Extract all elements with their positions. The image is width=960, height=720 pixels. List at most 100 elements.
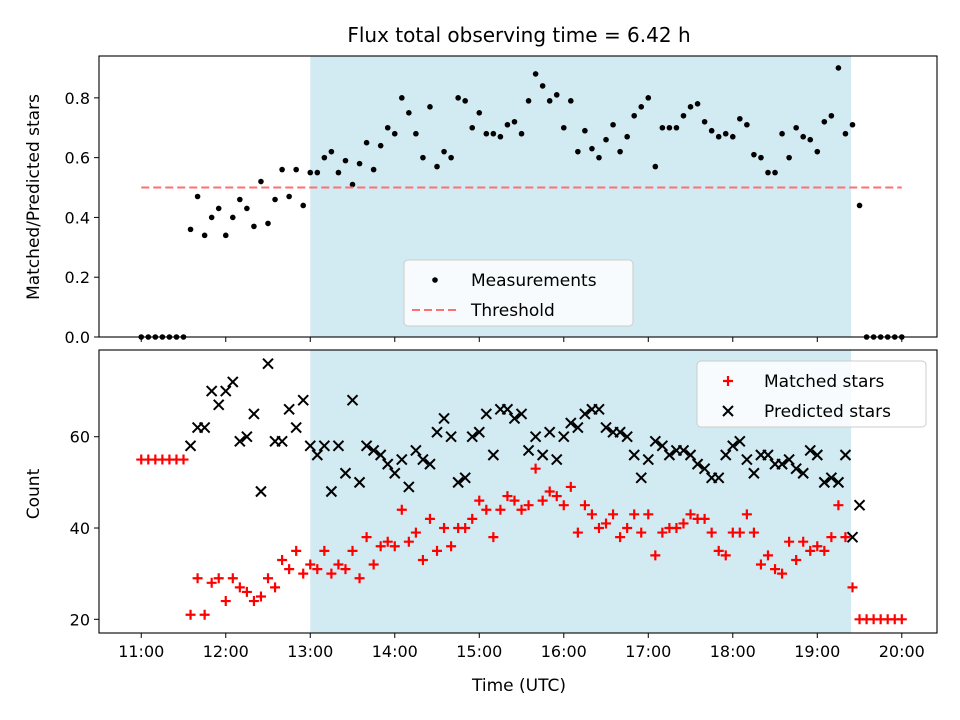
- y-tick-label: 0.4: [65, 208, 90, 227]
- measurements-point: [751, 151, 757, 158]
- measurements-point: [856, 202, 863, 209]
- matched-stars-point: [713, 545, 724, 556]
- measurements-point: [729, 133, 736, 140]
- measurements-point: [694, 101, 701, 107]
- matched-stars-point: [516, 504, 527, 515]
- measurements-point: [687, 104, 694, 110]
- matched-stars-point: [446, 541, 457, 552]
- legend-label: Measurements: [471, 271, 597, 291]
- matched-stars-point: [622, 523, 633, 534]
- predicted-stars-point: [783, 453, 795, 466]
- measurements-point: [370, 166, 377, 173]
- matched-stars-point: [347, 545, 358, 556]
- matched-stars-point: [424, 513, 435, 524]
- matched-stars-point: [375, 541, 386, 552]
- predicted-stars-point: [403, 481, 415, 493]
- measurements-point: [610, 121, 616, 128]
- measurements-point: [455, 95, 461, 101]
- predicted-stars-point: [311, 449, 324, 461]
- measurements-point: [842, 130, 849, 137]
- predicted-stars-point: [741, 453, 753, 466]
- matched-stars-point: [558, 500, 569, 511]
- predicted-stars-point: [558, 431, 570, 443]
- predicted-stars-point: [720, 449, 732, 461]
- matched-stars-point: [474, 495, 485, 506]
- matched-stars-point: [417, 554, 428, 565]
- measurements-point: [399, 95, 405, 101]
- matched-stars-point: [368, 559, 379, 570]
- measurements-point: [666, 124, 673, 131]
- predicted-stars-point: [635, 472, 647, 484]
- measurements-point: [821, 118, 828, 125]
- predicted-stars-point: [346, 394, 359, 406]
- matched-stars-point: [403, 536, 414, 547]
- predicted-stars-point: [649, 435, 662, 447]
- measurements-point: [793, 124, 799, 131]
- measurements-point: [448, 154, 454, 161]
- measurements-point: [413, 130, 419, 137]
- matched-stars-point: [206, 577, 217, 588]
- matched-stars-point: [185, 609, 196, 620]
- matched-stars-point: [777, 568, 788, 579]
- x-tick-label: 14:00: [372, 642, 418, 661]
- matched-stars-point: [770, 564, 781, 575]
- predicted-stars-point: [332, 440, 345, 452]
- predicted-stars-point: [536, 449, 549, 461]
- matched-stars-point: [298, 568, 309, 579]
- matched-stars-point: [460, 523, 471, 534]
- measurements-point: [321, 154, 328, 161]
- predicted-stars-point: [438, 412, 450, 425]
- predicted-stars-point: [248, 408, 260, 420]
- x-tick-label: 16:00: [541, 642, 587, 661]
- predicted-stars-point: [508, 412, 521, 425]
- measurements-point: [420, 154, 426, 161]
- measurements-point: [293, 166, 299, 173]
- measurements-point: [849, 121, 856, 128]
- predicted-stars-point: [382, 458, 394, 470]
- measurements-point: [525, 98, 532, 104]
- matched-stars-point: [389, 541, 400, 552]
- matched-stars-point: [608, 509, 619, 520]
- predicted-stars-point: [572, 421, 584, 434]
- matched-stars-point: [544, 486, 555, 497]
- measurements-point: [363, 139, 370, 146]
- predicted-stars-point: [234, 435, 246, 447]
- matched-stars-point: [467, 513, 478, 524]
- predicted-stars-point: [227, 376, 239, 388]
- matched-stars-point: [685, 509, 696, 520]
- matched-stars-point: [826, 532, 837, 543]
- predicted-stars-point: [818, 476, 831, 489]
- measurements-point: [490, 130, 497, 137]
- measurements-point: [272, 196, 278, 203]
- measurements-point: [560, 124, 567, 131]
- predicted-stars-point: [297, 394, 309, 406]
- measurements-point: [476, 109, 483, 116]
- predicted-stars-point: [712, 472, 725, 484]
- predicted-stars-point: [656, 440, 669, 452]
- matched-stars-point: [643, 509, 654, 520]
- predicted-stars-point: [318, 440, 331, 452]
- measurements-point: [835, 65, 842, 71]
- measurements-point: [349, 181, 356, 188]
- matched-stars-point: [657, 527, 668, 538]
- matched-stars-point: [319, 545, 330, 556]
- matched-stars-point: [565, 481, 576, 492]
- matched-stars-point: [896, 614, 907, 625]
- predicted-stars-point: [473, 426, 485, 438]
- matched-stars-point: [748, 527, 759, 538]
- predicted-stars-point: [677, 444, 690, 457]
- measurements-point: [814, 148, 821, 155]
- predicted-stars-point: [593, 403, 605, 416]
- measurements-point: [328, 148, 335, 155]
- matched-stars-point: [650, 550, 661, 561]
- matched-stars-point: [784, 536, 795, 547]
- y-tick-label: 60: [70, 428, 90, 447]
- measurements-point: [265, 220, 271, 227]
- predicted-stars-point: [424, 458, 436, 470]
- measurements-point: [406, 109, 412, 116]
- predicted-stars-point: [565, 417, 577, 429]
- legend: Matched stars Predicted stars: [696, 360, 927, 428]
- predicted-stars-point: [698, 462, 711, 475]
- matched-stars-point: [551, 491, 562, 502]
- matched-stars-point: [213, 573, 224, 584]
